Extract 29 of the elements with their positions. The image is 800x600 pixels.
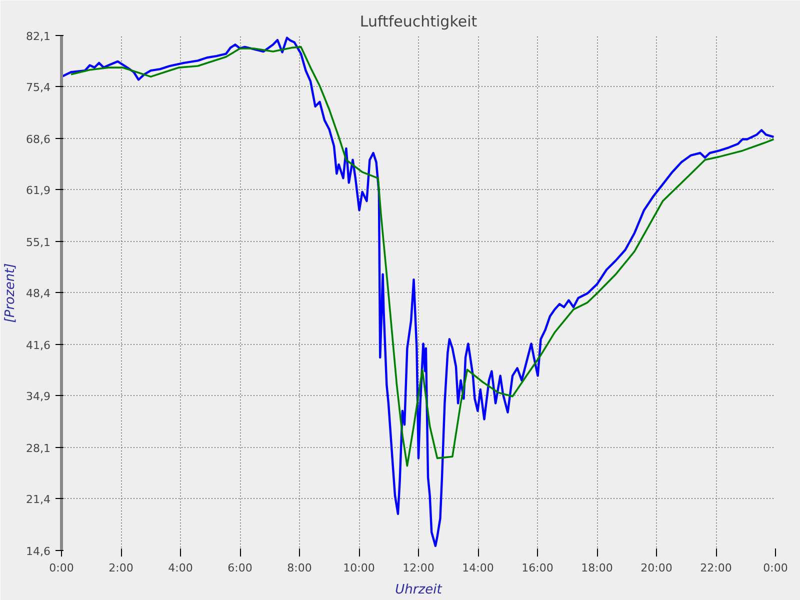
x-tick-label: 8:00 (287, 562, 312, 574)
y-tick-label: 21,4 (26, 493, 51, 506)
y-tick-label: 55,1 (26, 236, 51, 249)
x-tick-label: 2:00 (108, 562, 134, 574)
x-axis-title: Uhrzeit (395, 582, 443, 598)
chart-title: Luftfeuchtigkeit (360, 12, 478, 30)
y-tick-label: 34,9 (26, 390, 51, 404)
x-tick-label: 14:00 (462, 562, 494, 574)
y-tick-label: 28,1 (26, 442, 51, 455)
x-tick-label: 0:00 (49, 562, 74, 574)
x-tick-label: 22:00 (700, 562, 732, 574)
y-tick-label: 82,1 (26, 30, 51, 43)
y-tick-label: 41,6 (26, 339, 51, 352)
y-tick-label: 75,4 (26, 81, 51, 94)
x-tick-label: 12:00 (402, 562, 434, 574)
x-tick-label: 4:00 (168, 562, 193, 574)
y-tick-label: 48,4 (26, 287, 51, 300)
y-tick-label: 61,9 (26, 184, 51, 198)
y-axis-title: [Prozent] (3, 263, 18, 323)
x-tick-label: 10:00 (343, 562, 375, 574)
x-tick-label: 0:00 (763, 562, 788, 574)
line-series (62, 36, 775, 548)
y-tick-label: 68,6 (26, 133, 51, 146)
y-tick-label: 14,6 (26, 545, 51, 558)
x-tick-label: 16:00 (522, 562, 554, 574)
x-tick-label: 6:00 (228, 562, 252, 574)
line-series (70, 46, 775, 467)
x-tick-label: 18:00 (581, 562, 613, 574)
x-tick-label: 20:00 (640, 562, 672, 574)
